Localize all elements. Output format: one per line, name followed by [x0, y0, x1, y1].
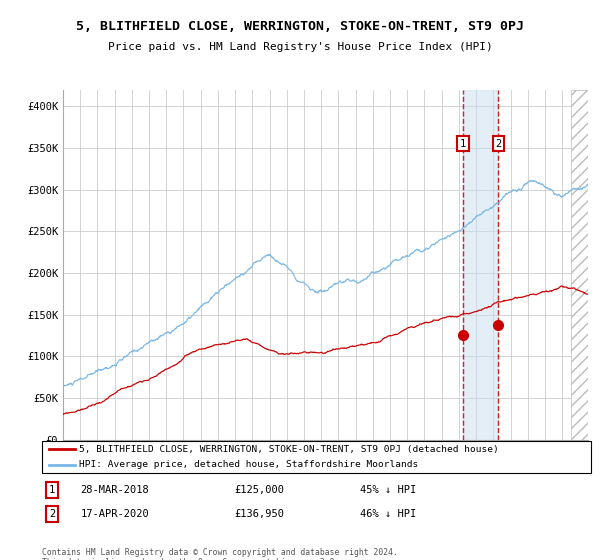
Text: HPI: Average price, detached house, Staffordshire Moorlands: HPI: Average price, detached house, Staf…: [79, 460, 418, 469]
Text: 45% ↓ HPI: 45% ↓ HPI: [361, 486, 416, 495]
Text: 28-MAR-2018: 28-MAR-2018: [80, 486, 149, 495]
Text: £136,950: £136,950: [234, 509, 284, 519]
Text: Price paid vs. HM Land Registry's House Price Index (HPI): Price paid vs. HM Land Registry's House …: [107, 42, 493, 52]
Text: 17-APR-2020: 17-APR-2020: [80, 509, 149, 519]
Text: 2: 2: [49, 509, 55, 519]
Bar: [463, 90, 499, 440]
Text: 1: 1: [49, 486, 55, 495]
Text: 5, BLITHFIELD CLOSE, WERRINGTON, STOKE-ON-TRENT, ST9 0PJ (detached house): 5, BLITHFIELD CLOSE, WERRINGTON, STOKE-O…: [79, 445, 499, 454]
Text: Contains HM Land Registry data © Crown copyright and database right 2024.
This d: Contains HM Land Registry data © Crown c…: [42, 548, 398, 560]
Text: 1: 1: [460, 139, 466, 149]
Text: 46% ↓ HPI: 46% ↓ HPI: [361, 509, 416, 519]
Text: 2: 2: [496, 139, 502, 149]
Text: 5, BLITHFIELD CLOSE, WERRINGTON, STOKE-ON-TRENT, ST9 0PJ: 5, BLITHFIELD CLOSE, WERRINGTON, STOKE-O…: [76, 20, 524, 32]
Text: £125,000: £125,000: [234, 486, 284, 495]
